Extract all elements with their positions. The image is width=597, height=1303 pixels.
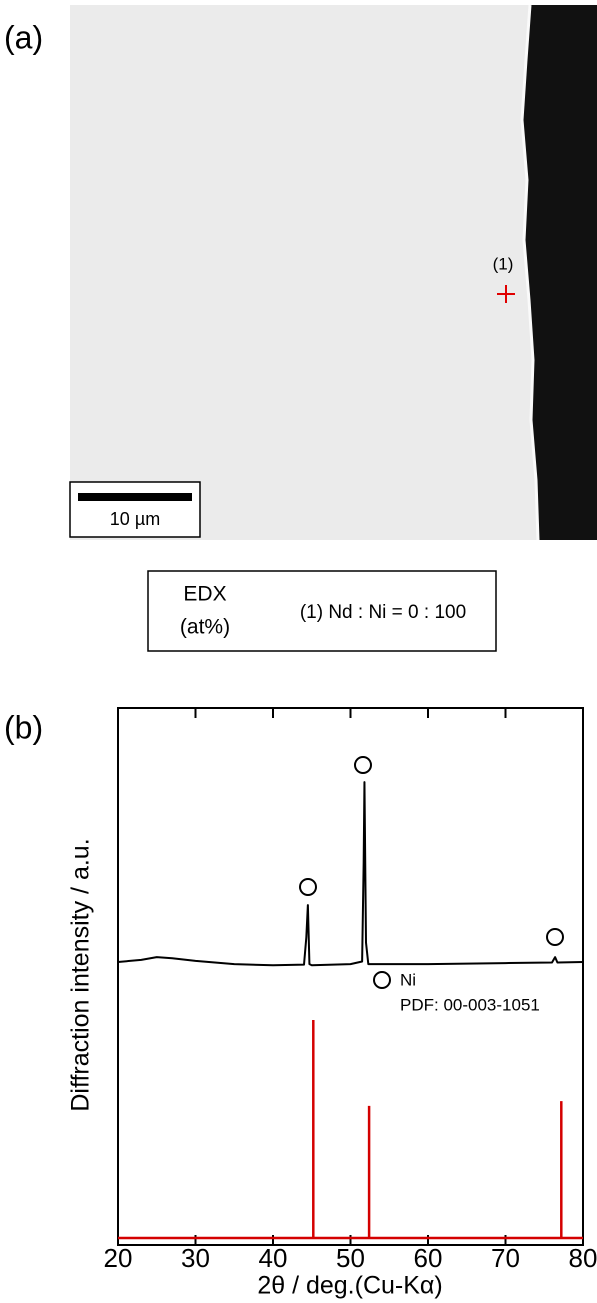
micrograph xyxy=(70,5,597,540)
edx-result: (1) Nd : Ni = 0 : 100 xyxy=(300,602,466,623)
panel-label: (a) xyxy=(4,19,43,55)
peak-marker xyxy=(547,929,563,945)
x-tick-label: 20 xyxy=(104,1243,133,1273)
y-axis-title: Diffraction intensity / a.u. xyxy=(67,838,95,1111)
x-tick-label: 40 xyxy=(259,1243,288,1273)
scale-label: 10 µm xyxy=(110,509,160,529)
legend-label: Ni xyxy=(400,970,416,989)
legend-source: PDF: 00-003-1051 xyxy=(400,995,540,1014)
peak-marker xyxy=(300,879,316,895)
plot-frame xyxy=(118,708,583,1245)
edx-title: EDX xyxy=(183,583,226,606)
pattern-line xyxy=(118,782,583,965)
point-label: (1) xyxy=(493,254,514,273)
figure: (a) (1) 10 µm EDX (at%) (1) Nd : Ni = 0 … xyxy=(0,0,597,1303)
x-tick-label: 70 xyxy=(491,1243,520,1273)
edx-unit: (at%) xyxy=(180,616,230,639)
legend-marker xyxy=(374,972,390,988)
peak-markers xyxy=(300,757,563,945)
peak-marker xyxy=(355,757,371,773)
panel-label: (b) xyxy=(4,709,43,745)
x-tick-label: 60 xyxy=(414,1243,443,1273)
x-tick-label: 80 xyxy=(569,1243,597,1273)
x-tick-label: 50 xyxy=(336,1243,365,1273)
x-axis-title: 2θ / deg.(Cu-Kα) xyxy=(257,1272,442,1300)
scale-bar xyxy=(78,493,192,501)
x-tick-label: 30 xyxy=(181,1243,210,1273)
